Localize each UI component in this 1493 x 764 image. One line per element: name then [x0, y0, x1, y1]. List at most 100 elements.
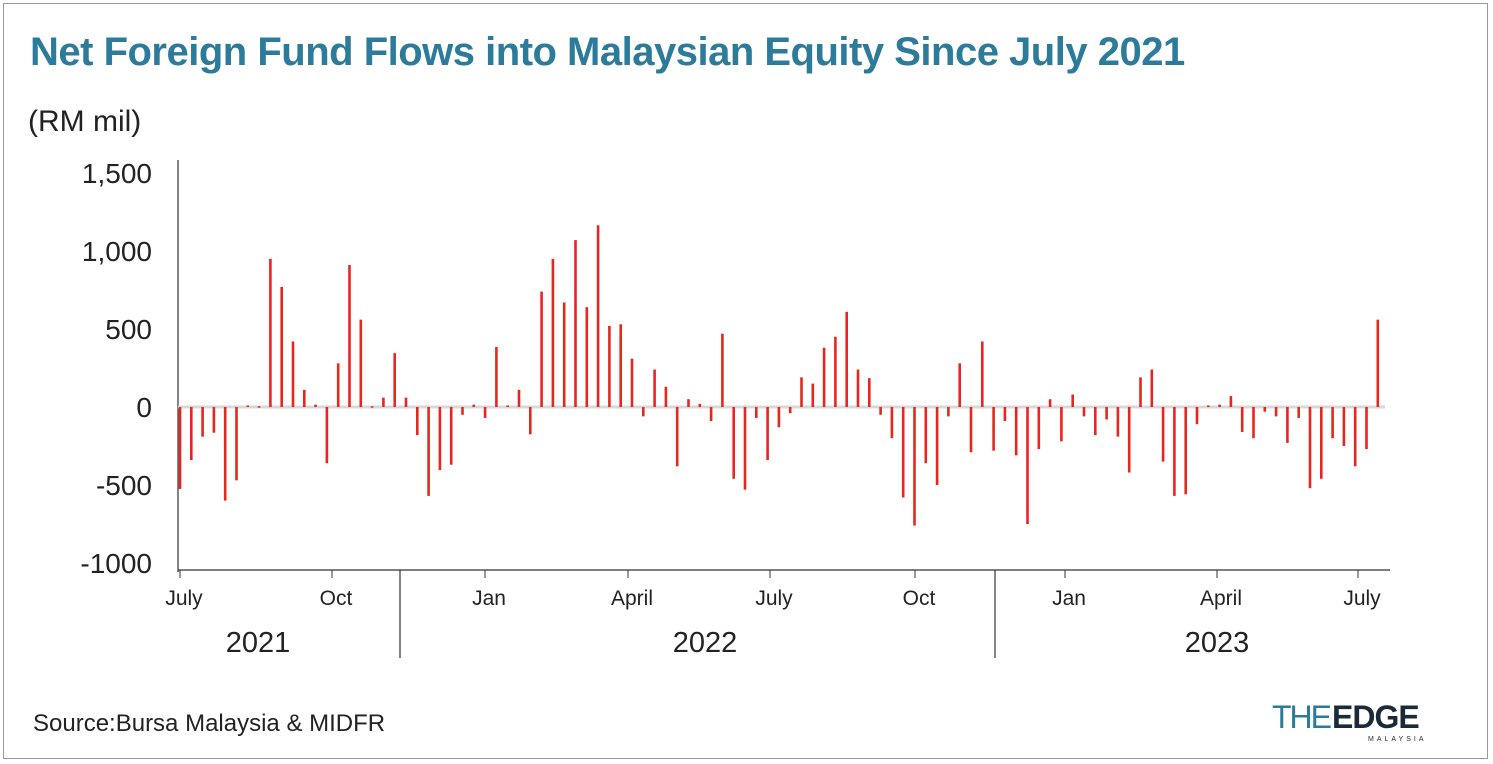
- bar: [359, 319, 363, 407]
- bar: [1365, 407, 1368, 450]
- bar: [427, 407, 430, 496]
- bar: [687, 399, 690, 407]
- bar: [958, 363, 961, 407]
- bar: [845, 311, 848, 407]
- bar: [856, 369, 860, 407]
- year-label: 2023: [1185, 627, 1250, 659]
- bar: [664, 386, 668, 407]
- year-label: 2022: [673, 627, 738, 659]
- bar: [1082, 407, 1086, 417]
- bar: [868, 378, 871, 407]
- bar: [890, 407, 894, 439]
- x-tick-label: July: [1343, 587, 1381, 610]
- bar: [777, 407, 781, 428]
- bar: [303, 389, 306, 407]
- bar: [190, 407, 193, 461]
- bar: [404, 397, 408, 407]
- bar: [1376, 319, 1380, 407]
- bar: [755, 407, 758, 418]
- bar: [1286, 407, 1289, 443]
- bar: [834, 336, 837, 407]
- bar: [269, 258, 272, 407]
- bar: [1161, 407, 1165, 462]
- bar: [562, 302, 566, 407]
- bar: [766, 407, 769, 461]
- bar: [235, 407, 238, 481]
- bar: [1297, 407, 1300, 418]
- bar: [540, 291, 543, 407]
- x-tick-label: April: [1200, 587, 1242, 610]
- bar: [675, 407, 679, 467]
- bar: [1173, 407, 1176, 496]
- bar: [416, 407, 419, 436]
- bar: [1195, 407, 1199, 425]
- bar: [1353, 407, 1357, 467]
- bar: [1308, 407, 1312, 489]
- bar: [257, 406, 261, 408]
- bar: [291, 341, 295, 407]
- bar: [348, 265, 351, 407]
- bar: [811, 383, 815, 407]
- chart-frame: [3, 3, 1488, 759]
- bar: [506, 405, 509, 407]
- bar: [1207, 405, 1210, 407]
- bar: [935, 407, 939, 485]
- bar: [370, 406, 374, 408]
- bar: [201, 407, 204, 437]
- bar: [879, 407, 882, 415]
- bar: [642, 407, 645, 417]
- svg-text:EDGE: EDGE: [1332, 699, 1419, 735]
- bar: [800, 377, 803, 407]
- bar: [1105, 407, 1108, 420]
- x-tick-label: Oct: [320, 587, 353, 610]
- bar: [314, 404, 317, 407]
- bar: [1060, 407, 1063, 442]
- source-note: Source:Bursa Malaysia & MIDFR: [33, 710, 386, 737]
- bar: [1071, 394, 1074, 407]
- bar: [608, 325, 611, 407]
- svg-text:THE: THE: [1272, 699, 1331, 735]
- x-tick-label: July: [165, 587, 203, 610]
- bar: [947, 407, 950, 417]
- x-tick-label: Oct: [903, 587, 936, 610]
- svg-text:MALAYSIA: MALAYSIA: [1368, 736, 1427, 743]
- bar: [585, 307, 589, 407]
- bar: [223, 407, 227, 501]
- bar: [483, 407, 487, 418]
- bar: [992, 407, 995, 451]
- bar: [1320, 407, 1323, 479]
- bar: [325, 407, 329, 464]
- bar: [212, 407, 216, 433]
- bar: [653, 369, 656, 407]
- bar: [788, 407, 792, 414]
- bar: [913, 407, 916, 526]
- bar: [461, 407, 464, 415]
- bar: [1240, 407, 1244, 432]
- bar: [449, 407, 453, 465]
- bar: [981, 341, 984, 407]
- bar: [721, 333, 724, 407]
- bar: [1150, 369, 1154, 407]
- x-tick-label: Jan: [1052, 587, 1086, 610]
- bar: [472, 404, 476, 407]
- bar: [1229, 396, 1233, 407]
- bar: [517, 389, 521, 407]
- bar: [924, 407, 928, 464]
- bar: [1342, 407, 1346, 446]
- bar: [246, 405, 250, 407]
- bar: [1184, 407, 1187, 495]
- the-edge-logo: THE EDGE MALAYSIA: [1272, 699, 1427, 743]
- bar: [1263, 407, 1267, 412]
- bar: [1003, 407, 1007, 422]
- bar: [178, 407, 182, 489]
- bar: [822, 347, 826, 407]
- bar: [743, 407, 747, 490]
- x-tick-label: July: [755, 587, 793, 610]
- x-tick-label: Jan: [472, 587, 506, 610]
- bar: [1274, 407, 1278, 417]
- bar: [1218, 404, 1221, 407]
- y-tick-label: 1,500: [82, 158, 152, 189]
- bar: [732, 407, 735, 479]
- y-tick-label: 1,000: [82, 236, 152, 267]
